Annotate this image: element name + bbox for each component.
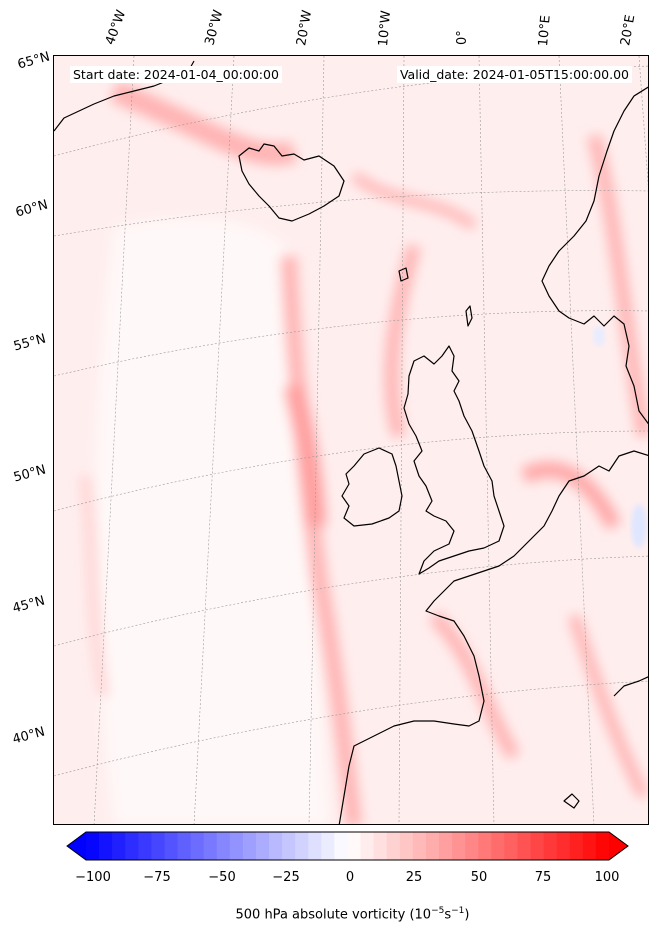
colorbar-cell: [125, 832, 139, 860]
colorbar-cell: [452, 832, 466, 860]
lon-label-10w: 10°W: [376, 9, 395, 47]
colorbar-extend-min: [67, 832, 86, 860]
colorbar-cell: [308, 832, 322, 860]
colorbar-cell: [242, 832, 257, 860]
colorbar-cell: [439, 832, 453, 860]
colorbar-cell: [504, 832, 519, 860]
coast-island: [563, 793, 580, 809]
graticule: [54, 56, 648, 824]
lon-label-20w: 20°W: [294, 9, 316, 48]
coast-great-britain: [403, 345, 505, 575]
colorbar-cell: [491, 832, 505, 860]
colorbar-tick: 0: [345, 870, 355, 885]
coastlines: [54, 60, 648, 824]
lon-label-30w: 30°W: [202, 8, 227, 47]
colorbar-cell: [569, 832, 584, 860]
lat-label-55n: 55°N: [12, 331, 48, 355]
lat-label-65n: 65°N: [16, 49, 52, 73]
colorbar-cell: [373, 832, 388, 860]
colorbar-tick: 50: [470, 870, 488, 885]
map-panel[interactable]: [53, 55, 649, 825]
colorbar-cell: [86, 832, 100, 860]
lat-label-40n: 40°N: [11, 724, 47, 748]
colorbar-cell: [425, 832, 440, 860]
colorbar-tick: −100: [75, 870, 111, 885]
colorbar-cell: [282, 832, 296, 860]
lon-label-40w: 40°W: [102, 8, 130, 47]
colorbar-cells: [86, 832, 610, 860]
colorbar-cell: [269, 832, 283, 860]
colorbar-cell: [360, 832, 375, 860]
colorbar-cell: [203, 832, 218, 860]
colorbar-cell: [530, 832, 545, 860]
coast-ireland: [341, 447, 403, 527]
coast-shetland: [465, 305, 473, 327]
colorbar-cell: [99, 832, 113, 860]
coast-iceland: [238, 143, 345, 222]
colorbar-tick: −50: [208, 870, 236, 885]
colorbar-cell: [478, 832, 492, 860]
colorbar-cell: [295, 832, 309, 860]
lat-label-45n: 45°N: [11, 593, 47, 617]
colorbar-cell: [543, 832, 558, 860]
colorbar-label: 500 hPa absolute vorticity (10−5s−1): [235, 906, 470, 923]
colorbar-cell: [151, 832, 166, 860]
colorbar-cell: [595, 832, 610, 860]
colorbar-cell: [334, 832, 349, 860]
colorbar-tick: 100: [594, 870, 620, 885]
negative-vorticity-spot: [593, 326, 605, 346]
lon-label-20e: 20°E: [618, 13, 639, 47]
colorbar-tick: −75: [143, 870, 171, 885]
colorbar-cell: [412, 832, 427, 860]
coast-scandinavia: [541, 86, 648, 425]
colorbar-cell: [321, 832, 336, 860]
valid-date-label: Valid_date: 2024-01-05T15:00:00.00: [396, 66, 632, 83]
lon-label-0: 0°: [455, 30, 470, 45]
vorticity-map: [54, 56, 648, 824]
colorbar-tick: −25: [272, 870, 300, 885]
colorbar-cell: [465, 832, 479, 860]
lat-label-60n: 60°N: [14, 197, 50, 221]
negative-vorticity-spot: [631, 504, 647, 548]
colorbar-cell: [229, 832, 244, 860]
start-date-label: Start date: 2024-01-04_00:00:00: [70, 66, 282, 83]
colorbar-outline: [66, 831, 629, 861]
lon-label-10e: 10°E: [536, 14, 554, 48]
colorbar-tick: 25: [405, 870, 423, 885]
colorbar-extend-max: [609, 832, 628, 860]
lat-label-50n: 50°N: [12, 462, 48, 486]
coast-faroe: [398, 267, 409, 282]
colorbar-cell: [517, 832, 532, 860]
colorbar-cell: [255, 832, 270, 860]
vorticity-low-region: [95, 217, 329, 824]
coast-continental-europe: [338, 450, 648, 824]
colorbar-cell: [386, 832, 401, 860]
colorbar-cell: [556, 832, 571, 860]
colorbar-tick: 75: [534, 870, 552, 885]
colorbar-cell: [138, 832, 152, 860]
colorbar: [66, 831, 629, 861]
colorbar-cell: [399, 832, 414, 860]
coast-mediterranean: [613, 676, 648, 697]
colorbar-cell: [190, 832, 205, 860]
colorbar-cell: [582, 832, 597, 860]
colorbar-cell: [347, 832, 362, 860]
colorbar-cell: [164, 832, 179, 860]
colorbar-cell: [216, 832, 231, 860]
colorbar-cell: [112, 832, 126, 860]
colorbar-cell: [177, 832, 192, 860]
